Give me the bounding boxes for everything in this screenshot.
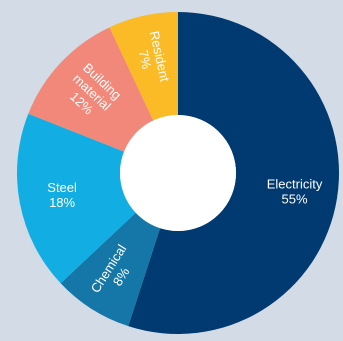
label-steel: Steel 18% <box>47 180 77 210</box>
slice-steel <box>17 113 136 284</box>
label-value: 55% <box>282 191 308 206</box>
label-name: Steel <box>47 180 77 195</box>
label-value: 7% <box>136 49 155 71</box>
label-value: 18% <box>49 195 75 210</box>
label-name: Electricity <box>267 176 323 191</box>
slice-building-material <box>28 27 154 152</box>
label-electricity: Electricity 55% <box>267 176 323 206</box>
donut-hole <box>120 115 236 231</box>
slice-chemical <box>60 212 161 327</box>
slices-group <box>17 12 339 334</box>
slice-electricity <box>128 12 339 334</box>
slice-resident <box>109 12 178 121</box>
